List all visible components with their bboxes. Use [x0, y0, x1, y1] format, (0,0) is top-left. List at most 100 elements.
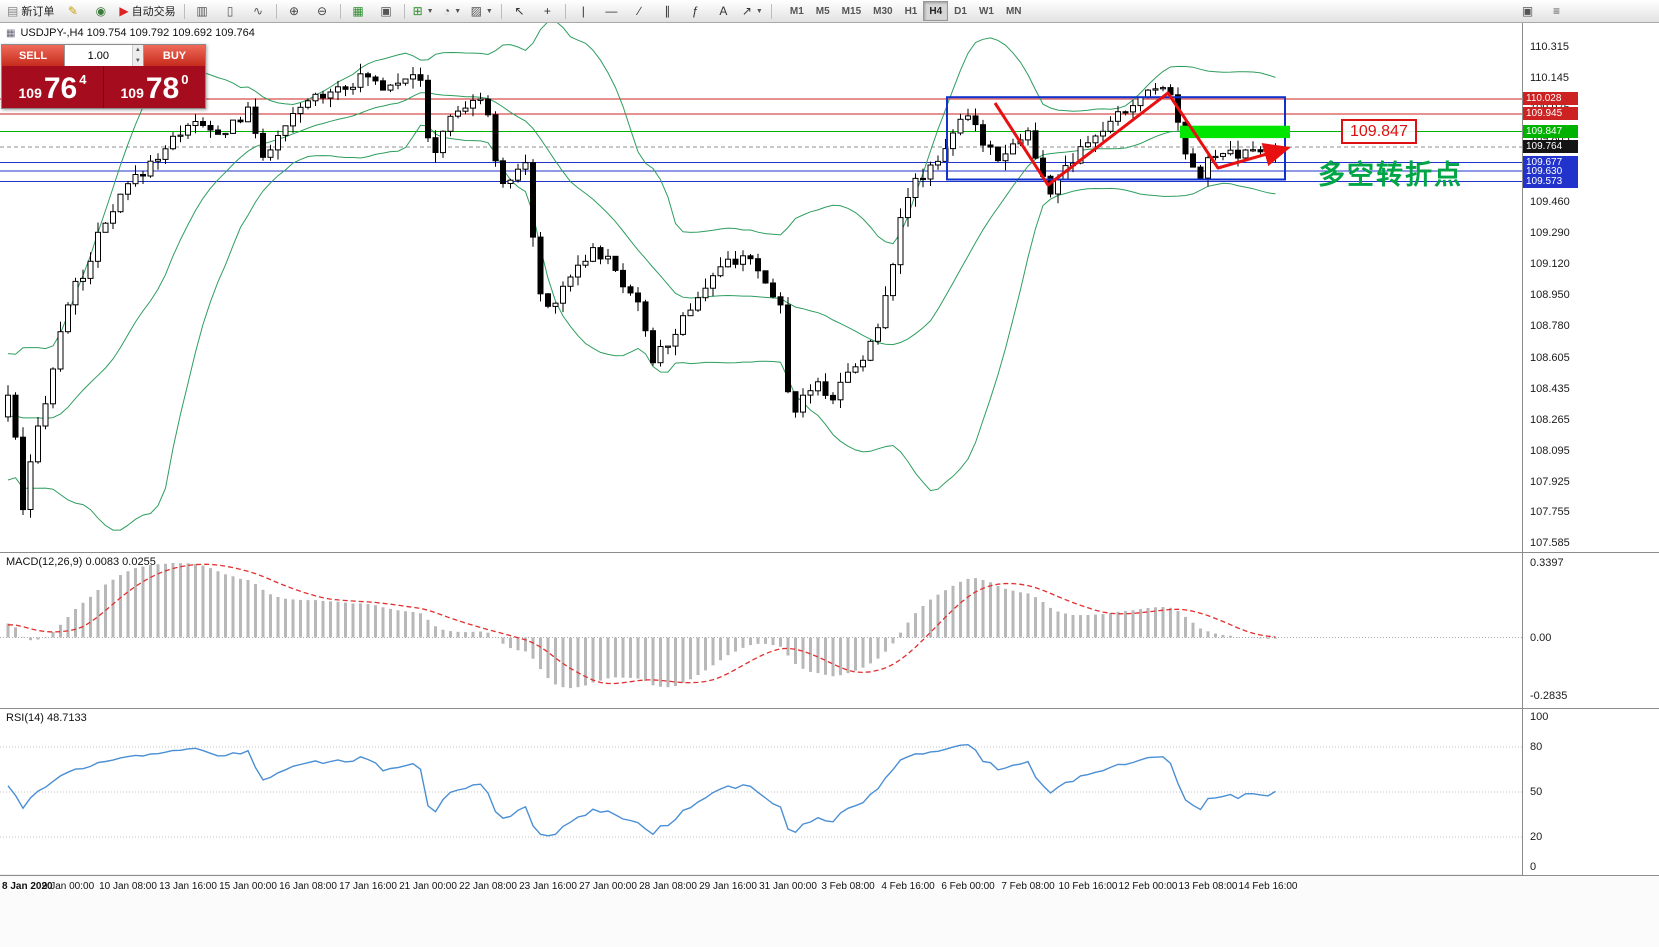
text-icon[interactable]: A — [710, 1, 737, 21]
metaeditor-icon[interactable]: ✎ — [59, 1, 86, 21]
candlestick-chart-icon: ▯ — [226, 4, 234, 18]
panel-separator[interactable] — [0, 552, 1659, 553]
line-chart-icon[interactable]: ∿ — [245, 1, 272, 21]
timeframe-h1[interactable]: H1 — [904, 5, 918, 17]
price-axis[interactable]: 110.315110.145109.975109.805109.635109.4… — [1522, 22, 1659, 875]
autotrading-button[interactable]: ▶ 自动交易 — [115, 1, 179, 21]
new-chart-icon[interactable]: ▣ — [1514, 1, 1541, 21]
market-watch-icon: ◉ — [95, 4, 107, 18]
rsi-axis-tick: 100 — [1530, 711, 1549, 723]
macd-axis-tick: 0.3397 — [1530, 557, 1564, 569]
time-axis-label: 21 Jan 00:00 — [399, 881, 457, 892]
price-tag: 109.764 — [1523, 140, 1578, 154]
market-watch-icon[interactable]: ◉ — [87, 1, 114, 21]
vertical-line-icon[interactable]: | — [570, 1, 597, 21]
dropdown-caret-icon: ▼ — [485, 7, 493, 15]
volume-input[interactable] — [65, 45, 132, 66]
time-axis-label: 10 Jan 08:00 — [99, 881, 157, 892]
cursor-icon[interactable]: ↖ — [506, 1, 533, 21]
candlestick-chart-icon[interactable]: ▯ — [217, 1, 244, 21]
panel-separator[interactable] — [0, 708, 1659, 709]
rsi-axis-tick: 50 — [1530, 786, 1543, 798]
chart-icon: ▦ — [6, 27, 16, 39]
horizontal-line-icon[interactable]: — — [598, 1, 625, 21]
price-axis-tick: 109.460 — [1530, 196, 1570, 209]
time-axis-label: 13 Jan 16:00 — [159, 881, 217, 892]
macd-panel[interactable]: MACD(12,26,9) 0.0083 0.0255 — [0, 553, 1522, 708]
time-axis-label: 6 Feb 00:00 — [941, 881, 995, 892]
window-list-icon[interactable]: ≡ — [1543, 1, 1570, 21]
zoom-in-icon[interactable]: ⊕ — [281, 1, 308, 21]
toolbar: ▤ 新订单 ✎ ◉ ▶ 自动交易 ▥ ▯ ∿ ⊕ ⊖ ▦ ▣ ⊞ ▼ ◔ ▼ ▨ ▼ ↖ + | — ∕ ∥ ƒ A ↗ ▼ M1 M5 M1… — [0, 0, 1659, 23]
dropdown-caret-icon: ▼ — [426, 7, 434, 15]
time-axis-label: 16 Jan 08:00 — [279, 881, 337, 892]
indicators-icon[interactable]: ⊞ ▼ — [409, 1, 438, 21]
price-callout-label[interactable]: 109.847 — [1341, 119, 1417, 144]
zoom-out-icon[interactable]: ⊖ — [309, 1, 336, 21]
timeframe-d1[interactable]: D1 — [954, 5, 967, 17]
line-chart-icon: ∿ — [253, 4, 264, 18]
timeframe-m15[interactable]: M15 — [841, 5, 862, 17]
one-click-trading-panel: SELL ▲ ▼ BUY 109 76 4 109 78 0 — [1, 44, 206, 109]
turning-point-annotation[interactable]: 多空转折点 — [1318, 160, 1463, 190]
time-axis-label: 3 Feb 08:00 — [821, 881, 875, 892]
candlestick-chart[interactable] — [0, 22, 1522, 552]
price-axis-tick: 108.265 — [1530, 413, 1570, 426]
channel-icon[interactable]: ∥ — [654, 1, 681, 21]
price-axis-tick: 107.925 — [1530, 475, 1570, 488]
bar-chart-icon[interactable]: ▥ — [189, 1, 216, 21]
vertical-line-icon: | — [581, 4, 585, 18]
time-axis-label: 22 Jan 08:00 — [459, 881, 517, 892]
time-axis-label: 14 Feb 16:00 — [1238, 881, 1298, 892]
timeframe-mn[interactable]: MN — [1005, 5, 1022, 17]
channel-icon: ∥ — [664, 4, 671, 18]
dropdown-caret-icon: ▼ — [454, 7, 462, 15]
time-axis-label: 10 Feb 16:00 — [1058, 881, 1118, 892]
price-axis-tick: 107.755 — [1530, 506, 1570, 519]
crosshair-icon[interactable]: + — [534, 1, 561, 21]
time-axis-label: 28 Jan 08:00 — [639, 881, 697, 892]
bar-chart-icon: ▥ — [196, 4, 208, 18]
timeframe-m30[interactable]: M30 — [873, 5, 893, 17]
periods-icon: ◔ — [442, 4, 451, 18]
arrange-windows-icon[interactable]: ▣ — [373, 1, 400, 21]
tile-windows-icon[interactable]: ▦ — [345, 1, 372, 21]
toolbar-separator — [183, 3, 185, 19]
new-order-icon: ▤ — [7, 4, 19, 18]
timeframe-m5[interactable]: M5 — [815, 5, 830, 17]
periods-icon[interactable]: ◔ ▼ — [439, 1, 466, 21]
price-axis-tick: 107.585 — [1530, 537, 1570, 550]
metaeditor-icon: ✎ — [67, 4, 78, 18]
rsi-panel[interactable]: RSI(14) 48.7133 — [0, 709, 1522, 874]
horizontal-line-icon: — — [605, 4, 618, 18]
time-axis[interactable]: 8 Jan 2020 9 Jan 00:00 10 Jan 08:00 13 Jan … — [0, 875, 1659, 947]
sell-button[interactable]: SELL — [2, 45, 64, 66]
toolbar-separator — [500, 3, 502, 19]
price-axis-tick: 108.605 — [1530, 351, 1570, 364]
time-axis-label: 29 Jan 16:00 — [699, 881, 757, 892]
buy-button[interactable]: BUY — [144, 45, 205, 66]
macd-axis-tick: 0.00 — [1530, 631, 1552, 644]
buy-price-display[interactable]: 109 78 0 — [104, 66, 205, 108]
main-chart-panel[interactable]: ▦ USDJPY-,H4 109.754 109.792 109.692 109… — [0, 22, 1522, 552]
sell-price-display[interactable]: 109 76 4 — [2, 66, 104, 108]
timeframe-m1[interactable]: M1 — [789, 5, 804, 17]
tile-windows-icon: ▦ — [352, 4, 364, 18]
new-order-button[interactable]: ▤ 新订单 — [3, 1, 58, 21]
templates-icon[interactable]: ▨ ▼ — [467, 1, 497, 21]
arrow-tools-icon[interactable]: ↗ ▼ — [738, 1, 767, 21]
crosshair-icon: + — [543, 4, 551, 18]
timeframe-h4[interactable]: H4 — [923, 1, 949, 21]
macd-chart[interactable] — [0, 553, 1522, 708]
volume-up-button[interactable]: ▲ — [132, 45, 143, 56]
trendline-icon[interactable]: ∕ — [626, 1, 653, 21]
timeframe-w1[interactable]: W1 — [978, 5, 994, 17]
volume-down-button[interactable]: ▼ — [132, 55, 143, 66]
macd-label: MACD(12,26,9) 0.0083 0.0255 — [6, 556, 156, 568]
fibonacci-icon[interactable]: ƒ — [682, 1, 709, 21]
timeframe-toolbar: M1 M5 M15 M30 H1 H4 D1 W1 MN — [784, 1, 1028, 21]
one-click-prices: 109 76 4 109 78 0 — [2, 66, 205, 108]
price-tag: 109.630 — [1523, 164, 1578, 178]
rsi-chart[interactable] — [0, 709, 1522, 874]
price-axis-tick: 108.950 — [1530, 289, 1570, 301]
